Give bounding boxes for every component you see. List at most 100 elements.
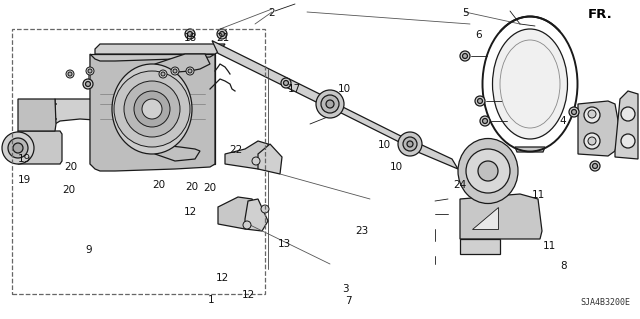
Text: 12: 12 [184,207,197,217]
Ellipse shape [493,29,568,139]
Circle shape [68,72,72,76]
Text: 13: 13 [278,239,291,249]
Text: 20: 20 [63,185,76,195]
Polygon shape [615,91,638,159]
Circle shape [326,100,334,108]
Text: 8: 8 [560,261,566,271]
Text: 20: 20 [152,180,165,190]
Circle shape [475,96,485,106]
Text: 21: 21 [216,33,229,43]
Text: 12: 12 [242,290,255,300]
Text: SJA4B3200E: SJA4B3200E [580,298,630,307]
Circle shape [2,132,34,164]
Polygon shape [578,101,620,156]
Text: 20: 20 [64,162,77,173]
Circle shape [407,141,413,147]
Text: 10: 10 [338,84,351,94]
Polygon shape [212,41,333,110]
Circle shape [478,161,498,181]
Polygon shape [90,54,215,164]
Circle shape [173,69,177,73]
Circle shape [217,29,227,39]
Text: 20: 20 [204,183,216,193]
Text: 22: 22 [229,145,242,155]
Polygon shape [258,144,282,174]
Text: 19: 19 [18,154,31,165]
Text: 19: 19 [18,175,31,185]
Circle shape [88,69,92,73]
Text: 11: 11 [532,189,545,200]
Circle shape [13,143,23,153]
Polygon shape [245,199,268,231]
Circle shape [403,137,417,151]
Polygon shape [152,144,200,161]
Polygon shape [90,54,215,171]
Text: 17: 17 [288,84,301,94]
Circle shape [171,67,179,75]
Text: 5: 5 [463,8,469,18]
Circle shape [142,99,162,119]
Polygon shape [407,138,458,169]
Text: 10: 10 [378,140,390,150]
Circle shape [621,107,635,121]
Text: 20: 20 [186,182,198,192]
Circle shape [316,90,344,118]
Polygon shape [225,141,270,169]
Polygon shape [472,207,498,229]
Circle shape [220,32,225,36]
Polygon shape [95,44,225,54]
Circle shape [86,81,90,86]
Circle shape [460,51,470,61]
Circle shape [588,110,596,118]
Bar [12,29,265,294]
Circle shape [398,132,422,156]
Circle shape [188,32,193,36]
Circle shape [281,78,291,88]
Text: 9: 9 [85,245,92,256]
Ellipse shape [112,64,192,154]
Circle shape [261,205,269,213]
Circle shape [83,79,93,89]
Text: 12: 12 [216,272,229,283]
Circle shape [243,221,251,229]
Text: 4: 4 [560,116,566,126]
Circle shape [621,134,635,148]
Polygon shape [55,99,185,124]
Polygon shape [18,131,62,164]
Polygon shape [460,239,500,254]
Circle shape [186,67,194,75]
Circle shape [480,116,490,126]
Circle shape [572,109,577,115]
Circle shape [117,74,187,144]
Text: 23: 23 [355,226,368,236]
Circle shape [284,80,289,85]
Text: 6: 6 [476,30,482,40]
Text: 18: 18 [184,33,197,43]
Circle shape [466,149,510,193]
Circle shape [8,138,28,158]
Circle shape [463,54,467,58]
Ellipse shape [458,138,518,204]
Circle shape [588,137,596,145]
Circle shape [590,161,600,171]
Text: FR.: FR. [588,9,612,21]
Circle shape [130,87,174,131]
Polygon shape [515,147,545,152]
Polygon shape [460,194,542,239]
Circle shape [584,133,600,149]
Circle shape [134,91,170,127]
Circle shape [124,81,180,137]
Circle shape [66,70,74,78]
Polygon shape [18,99,56,131]
Circle shape [86,67,94,75]
Text: 11: 11 [543,241,556,251]
Circle shape [159,70,167,78]
Text: 3: 3 [342,284,349,294]
Circle shape [114,71,190,147]
Circle shape [185,29,195,39]
Text: 2: 2 [269,8,275,18]
Circle shape [569,107,579,117]
Circle shape [321,95,339,113]
Circle shape [252,157,260,165]
Polygon shape [218,197,258,229]
